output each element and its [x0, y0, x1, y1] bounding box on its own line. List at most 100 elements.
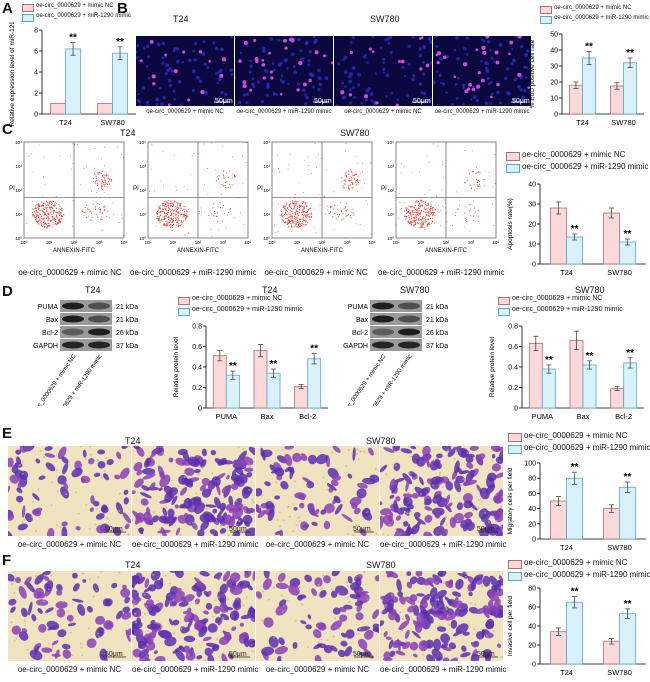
edu-positive-cell — [435, 53, 439, 57]
event-dot — [167, 218, 170, 221]
d-blot-title-sw780: SW780 — [400, 285, 430, 295]
event-dot — [452, 225, 453, 226]
membrane-pore — [385, 473, 388, 476]
stained-cell — [332, 607, 341, 615]
membrane-pore — [317, 585, 320, 588]
event-dot — [176, 204, 179, 206]
nucleus — [490, 56, 494, 60]
event-dot — [170, 224, 172, 226]
y-tick-label: 20 — [528, 222, 536, 229]
membrane-pore — [357, 632, 360, 635]
stained-cell — [88, 458, 95, 465]
membrane-pore — [441, 486, 444, 489]
edu-positive-cell — [270, 76, 274, 80]
event-dot — [294, 194, 296, 196]
bar — [566, 477, 583, 540]
edu-positive-cell — [425, 63, 430, 68]
stained-cell — [314, 577, 323, 587]
event-dot — [33, 211, 36, 213]
event-dot — [337, 213, 339, 215]
event-dot — [420, 218, 422, 220]
membrane-pore — [453, 457, 456, 460]
stained-cell — [436, 626, 447, 632]
event-dot — [421, 223, 423, 225]
c-caption-2: oe-circ_0000629 + miR-1290 mimic — [130, 268, 257, 277]
membrane-pore — [332, 635, 335, 638]
nucleus — [349, 41, 353, 45]
stained-cell — [123, 489, 129, 495]
legend-label-nc: oe-circ_0000629 + mimic NC — [36, 3, 114, 9]
membrane-pore — [50, 481, 53, 484]
membrane-pore — [66, 610, 69, 613]
event-dot — [419, 206, 421, 208]
stained-cell — [139, 492, 152, 499]
event-dot — [419, 216, 422, 218]
stained-cell — [207, 623, 218, 633]
nucleus — [290, 52, 295, 57]
event-dot — [102, 189, 104, 191]
event-dot — [343, 187, 345, 189]
event-dot — [85, 204, 87, 206]
membrane-pore — [432, 606, 435, 609]
event-dot — [212, 207, 214, 209]
membrane-pore — [253, 511, 255, 514]
nucleus — [420, 91, 423, 95]
nucleus — [146, 44, 150, 49]
nucleus — [175, 47, 179, 51]
event-dot — [427, 215, 429, 217]
event-dot — [305, 223, 307, 225]
nucleus — [434, 36, 438, 39]
b-caption-3: oe-circ_0000629 + mimic NC — [344, 109, 422, 115]
event-dot — [156, 212, 158, 214]
membrane-pore — [220, 524, 223, 527]
event-dot — [179, 205, 181, 207]
event-dot — [294, 200, 297, 202]
stained-cell — [89, 507, 94, 512]
event-dot — [172, 220, 174, 222]
stained-cell — [319, 590, 327, 598]
event-dot — [207, 214, 209, 217]
event-dot — [52, 200, 54, 202]
event-dot — [160, 207, 162, 209]
x-axis-label: ANNEXIN-FITC — [177, 248, 220, 254]
event-dot — [166, 212, 169, 214]
event-dot — [470, 187, 472, 189]
membrane-pore — [325, 510, 328, 513]
event-dot — [58, 221, 61, 223]
membrane-pore — [435, 598, 438, 601]
event-dot — [227, 186, 229, 189]
membrane-pore — [253, 579, 255, 582]
membrane-pore — [472, 509, 475, 512]
membrane-pore — [473, 628, 476, 631]
event-dot — [417, 212, 419, 215]
event-dot — [420, 226, 422, 228]
kda-label: 21 kDa — [116, 304, 138, 311]
edu-positive-cell — [480, 78, 485, 83]
event-dot — [52, 215, 54, 217]
edu-image-sw780-nc — [334, 36, 432, 106]
membrane-pore — [345, 580, 348, 583]
legend-label-mimic: oe-circ_0000629 + miR-1290 mimic — [554, 15, 649, 21]
stained-cell — [484, 520, 492, 528]
event-dot — [309, 215, 311, 218]
kda-label: 26 kDa — [116, 330, 138, 337]
stained-cell — [300, 620, 307, 625]
event-dot — [172, 204, 174, 206]
event-dot — [165, 207, 167, 209]
stained-cell — [38, 475, 46, 480]
edu-positive-cell — [173, 69, 178, 74]
bar — [569, 339, 584, 409]
event-dot — [35, 205, 37, 207]
membrane-pore — [13, 580, 16, 583]
stained-cell — [447, 502, 453, 508]
event-dot — [292, 222, 294, 224]
event-dot — [185, 217, 187, 219]
nucleus — [482, 39, 486, 43]
stained-cell — [264, 481, 271, 487]
stained-cell — [256, 503, 260, 513]
event-dot — [50, 206, 52, 208]
event-dot — [105, 182, 107, 184]
event-dot — [233, 176, 236, 178]
event-dot — [163, 225, 165, 227]
event-dot — [28, 155, 29, 157]
